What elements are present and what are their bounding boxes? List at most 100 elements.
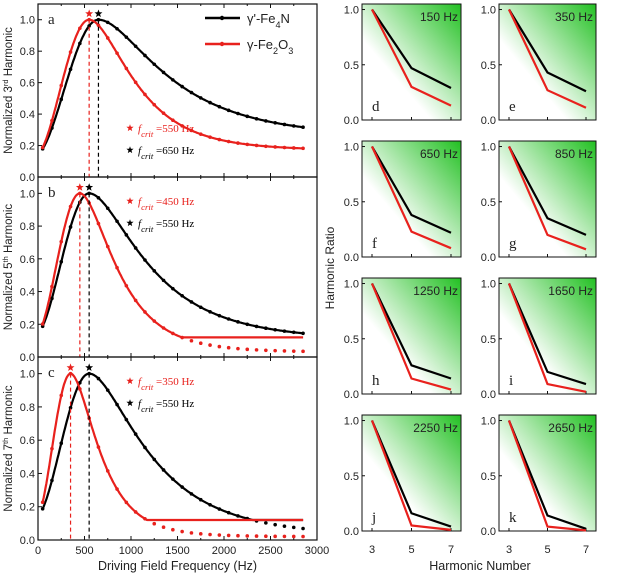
peak-star-fe2o3-b [75, 183, 84, 191]
marker-fe4n-c [217, 507, 222, 511]
ytick-label-c: 0.4 [20, 468, 35, 480]
marker-fe2o3-a [254, 143, 259, 148]
marker-fe4n-b [254, 324, 259, 329]
marker-fe4n-b [50, 296, 54, 301]
panel-letter-g: g [509, 236, 517, 252]
left-xlabel: Driving Field Frequency (Hz) [98, 559, 257, 573]
marker-fe2o3-a [133, 80, 138, 85]
marker-fe4n-c [68, 406, 73, 410]
marker-fe4n-a [273, 121, 277, 125]
marker-fe4n-b [291, 330, 296, 335]
xtick-label: 3000 [305, 545, 329, 557]
rytick-label-g: 0.0 [481, 252, 496, 264]
ytick-label-c: 0.6 [20, 435, 35, 447]
marker-fe4n-c [59, 441, 64, 446]
marker-fe4n-a [208, 100, 212, 105]
marker-fe4n-b [282, 329, 287, 333]
rytick-label-i: 0.5 [481, 334, 496, 346]
right-ylabel: Harmonic Ratio [323, 226, 337, 309]
marker-fe2o3-c [78, 387, 82, 391]
fcrit-label-fe2o3-b: fcrit =450 Hz [138, 196, 194, 212]
xtick-label: 1000 [119, 545, 143, 557]
peak-star-fe2o3-a [85, 9, 94, 18]
ytick-label-a: 0.0 [20, 172, 35, 184]
panel-freq-k: 2650 Hz [548, 421, 593, 435]
ratio-fe2o3-i [507, 283, 587, 393]
panel-freq-i: 1650 Hz [548, 284, 593, 298]
marker-fe2o3-a [78, 26, 82, 31]
ratio-fe4n-e [508, 8, 587, 93]
rytick-label-k: 0.0 [481, 526, 496, 538]
marker-fe2o3-c [50, 446, 54, 451]
marker-fe4n-c [124, 417, 129, 422]
marker-fe4n-c [236, 514, 240, 518]
marker-fe4n-b [180, 294, 184, 298]
marker-fe4n-a [301, 125, 305, 130]
ratio-fe4n-f [371, 145, 452, 234]
rxtick-label: 3 [369, 544, 375, 556]
rytick-label-j: 1.0 [344, 416, 359, 428]
marker-fe2o3-b [171, 331, 175, 336]
marker-fe4n-c [161, 468, 166, 472]
marker-fe4n-a [78, 41, 82, 46]
marker-fe2o3-a [180, 124, 184, 128]
rytick-label-k: 0.5 [481, 471, 496, 483]
marker-fe2o3-c [180, 529, 184, 534]
panel-letter-b: b [48, 185, 56, 201]
marker-fe4n-a [189, 90, 194, 95]
marker-fe2o3-a [152, 102, 157, 107]
marker-fe2o3-b [226, 345, 231, 350]
marker-fe4n-c [291, 525, 296, 530]
marker-fe2o3-c [115, 487, 119, 491]
marker-fe2o3-b [198, 341, 203, 345]
marker-fe4n-a [105, 20, 110, 25]
marker-fe2o3-c [291, 534, 296, 539]
panel-freq-e: 350 Hz [555, 10, 593, 24]
xtick-label: 0 [35, 545, 41, 557]
marker-fe2o3-b [105, 244, 110, 249]
marker-fe4n-a [254, 116, 259, 121]
marker-fe2o3-c [236, 533, 240, 538]
fcrit-star-fe2o3-c [126, 377, 134, 385]
marker-fe2o3-c [161, 525, 166, 530]
marker-fe4n-b [208, 309, 212, 314]
marker-fe2o3-a [198, 132, 203, 136]
marker-fe2o3-c [171, 527, 175, 532]
ytick-label-b: 0.6 [20, 254, 35, 266]
marker-fe4n-a [226, 108, 231, 113]
ylabel-b: Normalized 5th Harmonic [1, 204, 16, 331]
ratio-fe2o3-k [507, 420, 587, 532]
ratio-fe4n-k [507, 420, 587, 530]
panel-letter-k: k [509, 510, 517, 526]
marker-fe2o3-b [124, 283, 129, 288]
marker-fe4n-a [115, 26, 119, 31]
peak-star-fe4n-b [85, 183, 94, 191]
rytick-label-h: 1.0 [344, 279, 359, 291]
marker-fe4n-b [264, 326, 268, 331]
marker-fe2o3-c [40, 500, 45, 505]
marker-fe4n-b [217, 313, 222, 318]
ytick-label-c: 1.0 [20, 369, 35, 381]
marker-fe2o3-c [254, 534, 259, 538]
marker-fe4n-b [273, 327, 277, 332]
panel-letter-h: h [372, 373, 380, 389]
marker-fe2o3-c [198, 532, 203, 536]
marker-fe4n-c [133, 432, 138, 436]
fcrit-label-fe2o3-a: fcrit =550 Hz [138, 123, 194, 139]
marker-fe2o3-c [273, 534, 277, 539]
marker-fe2o3-c [226, 533, 231, 538]
ratio-fe2o3-d [371, 8, 452, 107]
marker-fe2o3-a [245, 142, 250, 147]
panel-letter-a: a [48, 12, 55, 28]
marker-fe4n-a [236, 111, 240, 116]
ytick-label-b: 1.0 [20, 188, 35, 200]
marker-fe4n-c [301, 526, 305, 531]
rytick-label-d: 1.0 [344, 5, 359, 17]
ytick-label-c: 0.8 [20, 402, 35, 414]
marker-fe2o3-a [217, 137, 222, 142]
marker-fe2o3-c [282, 534, 287, 539]
rytick-label-d: 0.5 [344, 60, 359, 72]
panel-freq-d: 150 Hz [420, 10, 458, 24]
marker-fe2o3-a [282, 145, 287, 150]
marker-fe2o3-c [217, 533, 222, 537]
